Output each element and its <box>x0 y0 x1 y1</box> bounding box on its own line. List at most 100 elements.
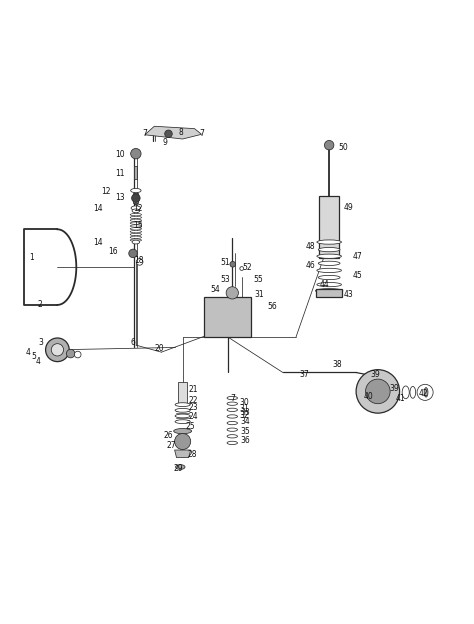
Text: 39: 39 <box>370 370 380 379</box>
Ellipse shape <box>130 233 142 236</box>
Ellipse shape <box>316 289 343 293</box>
Ellipse shape <box>132 240 140 244</box>
Text: 45: 45 <box>353 271 363 280</box>
Circle shape <box>74 351 81 358</box>
Ellipse shape <box>317 240 341 244</box>
Ellipse shape <box>173 429 191 434</box>
Text: 8: 8 <box>179 128 183 137</box>
Ellipse shape <box>424 388 428 397</box>
Text: 23: 23 <box>189 404 198 412</box>
Text: 14: 14 <box>93 238 102 246</box>
Text: 21: 21 <box>189 384 198 394</box>
Text: 44: 44 <box>319 280 329 289</box>
Ellipse shape <box>130 213 142 216</box>
Text: 56: 56 <box>267 302 277 311</box>
Text: 22: 22 <box>189 396 198 406</box>
Text: 48: 48 <box>305 242 315 251</box>
Bar <box>319 196 339 258</box>
Ellipse shape <box>317 283 341 286</box>
Text: 47: 47 <box>353 251 363 261</box>
Text: 46: 46 <box>305 261 315 270</box>
Text: 12: 12 <box>101 187 110 196</box>
Text: 4: 4 <box>26 348 30 357</box>
Ellipse shape <box>227 408 237 411</box>
Circle shape <box>132 194 140 202</box>
Circle shape <box>365 379 390 404</box>
Circle shape <box>131 149 141 159</box>
Bar <box>135 166 137 179</box>
Text: 25: 25 <box>186 422 195 431</box>
Text: 5: 5 <box>31 353 36 361</box>
Ellipse shape <box>317 254 341 258</box>
Text: 26: 26 <box>164 431 173 441</box>
Text: 1: 1 <box>29 253 34 262</box>
Bar <box>178 382 187 403</box>
Bar <box>204 296 251 337</box>
Text: 54: 54 <box>211 285 220 294</box>
Text: 3: 3 <box>38 338 43 347</box>
Ellipse shape <box>175 409 190 412</box>
Ellipse shape <box>227 402 237 406</box>
Text: 31: 31 <box>255 290 264 298</box>
Ellipse shape <box>130 236 142 238</box>
Circle shape <box>46 338 69 362</box>
Circle shape <box>51 344 64 356</box>
Polygon shape <box>174 450 191 457</box>
Text: 36: 36 <box>241 436 250 445</box>
Bar <box>316 289 342 298</box>
Text: 9: 9 <box>163 139 168 147</box>
Text: 52: 52 <box>243 263 252 271</box>
Ellipse shape <box>227 441 237 444</box>
Text: 32: 32 <box>239 411 249 419</box>
Text: 2: 2 <box>37 300 42 310</box>
Ellipse shape <box>318 275 340 280</box>
Circle shape <box>230 261 236 267</box>
Ellipse shape <box>130 239 142 241</box>
Text: 41: 41 <box>395 394 405 402</box>
Circle shape <box>417 384 433 401</box>
Ellipse shape <box>130 228 142 230</box>
Text: 43: 43 <box>343 290 353 298</box>
Text: 34: 34 <box>241 417 250 426</box>
Text: 28: 28 <box>187 451 197 459</box>
Circle shape <box>129 249 137 258</box>
Text: 35: 35 <box>241 427 250 436</box>
Ellipse shape <box>131 206 141 210</box>
Text: 7: 7 <box>231 394 236 402</box>
Ellipse shape <box>227 421 237 425</box>
Text: 53: 53 <box>220 275 230 285</box>
Text: 55: 55 <box>254 275 263 285</box>
Text: 49: 49 <box>343 203 353 212</box>
Text: 42: 42 <box>419 389 428 397</box>
Ellipse shape <box>317 268 341 273</box>
Circle shape <box>356 369 400 413</box>
Ellipse shape <box>130 219 142 222</box>
Circle shape <box>174 434 191 449</box>
Ellipse shape <box>175 414 190 418</box>
Text: 12: 12 <box>133 205 143 213</box>
Text: 4: 4 <box>36 357 41 366</box>
Text: 6: 6 <box>131 338 136 347</box>
Text: 7: 7 <box>142 129 147 138</box>
Ellipse shape <box>227 428 237 431</box>
Text: 24: 24 <box>189 412 198 421</box>
Text: 31: 31 <box>239 404 249 413</box>
Text: 11: 11 <box>115 169 125 178</box>
Polygon shape <box>145 126 201 139</box>
Text: 20: 20 <box>154 344 164 353</box>
Ellipse shape <box>318 248 340 251</box>
Circle shape <box>226 286 238 299</box>
Circle shape <box>240 266 244 270</box>
Ellipse shape <box>132 209 140 213</box>
Ellipse shape <box>318 261 340 265</box>
Text: 13: 13 <box>115 193 125 202</box>
Ellipse shape <box>402 386 409 399</box>
Text: 27: 27 <box>167 441 177 450</box>
Text: 10: 10 <box>115 150 125 159</box>
Ellipse shape <box>175 465 185 469</box>
Text: 30: 30 <box>239 398 249 407</box>
Text: 40: 40 <box>364 392 373 401</box>
Circle shape <box>164 130 172 138</box>
Text: 16: 16 <box>109 247 118 256</box>
Ellipse shape <box>175 420 190 424</box>
